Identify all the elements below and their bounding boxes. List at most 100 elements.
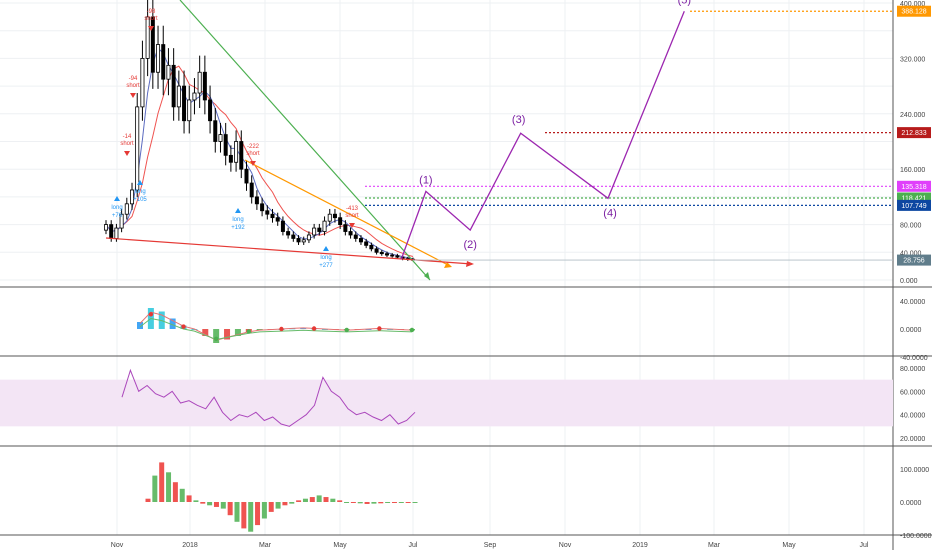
histogram-bar <box>309 497 315 502</box>
signal-label: -14 <box>123 134 132 140</box>
rsi-line[interactable] <box>121 368 416 427</box>
candle-up[interactable] <box>114 227 119 239</box>
price-tick-label: 320.000 <box>900 56 925 63</box>
candle-down[interactable] <box>208 99 213 122</box>
candle-down[interactable] <box>249 182 254 198</box>
signal-value: short <box>144 16 158 22</box>
oscillator-bar <box>137 322 143 329</box>
histogram-bar <box>186 495 192 502</box>
signal-label: long <box>232 217 243 223</box>
candle-down[interactable] <box>338 217 343 226</box>
price-tick-label: 400.000 <box>900 1 925 8</box>
green-trendline[interactable] <box>179 0 431 281</box>
time-tick-label: Mar <box>708 542 721 549</box>
candle-down[interactable] <box>296 238 301 243</box>
rsi-panel[interactable] <box>0 368 893 427</box>
short-signal-arrow <box>130 93 136 98</box>
histogram-panel[interactable] <box>145 462 418 532</box>
candle-up[interactable] <box>130 189 135 205</box>
price-tick-label: 0.000 <box>900 278 918 285</box>
candle-down[interactable] <box>270 213 275 219</box>
candle-down[interactable] <box>395 255 400 258</box>
oscillator-dot <box>213 336 219 341</box>
candle-down[interactable] <box>260 203 265 212</box>
time-axis[interactable]: Nov 2018 Mar May Jul Sep Nov 2019 Mar May Jul <box>111 542 869 549</box>
candle-down[interactable] <box>291 234 296 239</box>
candle-down[interactable] <box>343 224 348 232</box>
candle-up[interactable] <box>166 64 171 80</box>
candle-up[interactable] <box>234 141 239 163</box>
price-level-tag[interactable] <box>897 127 931 139</box>
price-level-tag-label: 212.833 <box>901 130 926 137</box>
candle-down[interactable] <box>161 44 166 80</box>
candle-down[interactable] <box>239 141 244 170</box>
candle-down[interactable] <box>358 238 363 243</box>
candle-down[interactable] <box>353 234 358 239</box>
orange-trendline[interactable] <box>244 159 451 267</box>
candle-down[interactable] <box>317 227 322 232</box>
histogram-bar <box>248 502 254 532</box>
price-level-tag[interactable] <box>897 180 931 192</box>
short-signal-arrow <box>148 26 154 31</box>
candle-down[interactable] <box>364 241 369 246</box>
candle-down[interactable] <box>171 64 176 108</box>
candle-down[interactable] <box>384 253 389 256</box>
oscillator-panel[interactable] <box>137 308 415 343</box>
candle-up[interactable] <box>312 227 317 236</box>
candle-up[interactable] <box>218 134 223 142</box>
candle-up[interactable] <box>156 44 161 73</box>
oscillator-bar <box>321 329 328 330</box>
price-level-tag[interactable] <box>897 254 931 266</box>
candle-down[interactable] <box>379 251 384 255</box>
candle-up[interactable] <box>140 58 145 108</box>
price-level-tag[interactable] <box>897 199 931 211</box>
wave-label: (4) <box>603 207 616 219</box>
right-price-axis[interactable]: 0.000 40.000 80.000 160.000 240.000 320.000 40… <box>897 1 932 540</box>
oscillator-bar <box>202 329 209 336</box>
red-trendline[interactable] <box>105 237 473 265</box>
candle-down[interactable] <box>228 154 233 163</box>
candle-up[interactable] <box>306 234 311 241</box>
candle-down[interactable] <box>109 224 114 239</box>
price-panel[interactable]: (1) (2) (3) (4) (5) long +76 long +105 long +192 lo… <box>104 0 893 281</box>
candle-down[interactable] <box>275 217 280 222</box>
candle-down[interactable] <box>374 248 379 253</box>
candle-up[interactable] <box>176 85 181 108</box>
histogram-bar <box>172 482 178 502</box>
candle-up[interactable] <box>119 213 124 229</box>
candle-up[interactable] <box>145 16 150 59</box>
candle-down[interactable] <box>223 134 228 156</box>
oscillator-dot <box>181 324 186 329</box>
candle-up[interactable] <box>192 92 197 101</box>
candle-down[interactable] <box>265 210 270 215</box>
candle-down[interactable] <box>369 244 374 250</box>
time-tick-label: Nov <box>111 542 124 549</box>
candle-down[interactable] <box>332 213 337 219</box>
candle-down[interactable] <box>286 231 291 236</box>
candle-down[interactable] <box>348 231 353 236</box>
candle-down[interactable] <box>150 16 155 73</box>
candle-up[interactable] <box>104 224 109 231</box>
candle-down[interactable] <box>254 196 259 205</box>
candle-up[interactable] <box>187 99 192 122</box>
candle-up[interactable] <box>135 106 140 191</box>
candle-up[interactable] <box>327 213 332 222</box>
histogram-bar <box>255 502 261 526</box>
time-tick-label: May <box>333 542 347 549</box>
candle-up[interactable] <box>322 220 327 232</box>
price-level-tag[interactable] <box>897 5 931 17</box>
price-level-tag[interactable] <box>897 192 931 204</box>
candle-up[interactable] <box>197 71 202 94</box>
candle-down[interactable] <box>390 254 395 257</box>
candle-down[interactable] <box>182 85 187 122</box>
elliott-wave-path[interactable] <box>400 11 685 260</box>
candle-down[interactable] <box>213 120 218 142</box>
candle-down[interactable] <box>280 220 285 232</box>
histogram-bar <box>364 502 370 504</box>
candle-up[interactable] <box>124 203 129 215</box>
candle-down[interactable] <box>244 168 249 184</box>
candle-up[interactable] <box>301 239 306 243</box>
signal-label: -413 <box>346 206 359 212</box>
candle-down[interactable] <box>202 71 207 101</box>
